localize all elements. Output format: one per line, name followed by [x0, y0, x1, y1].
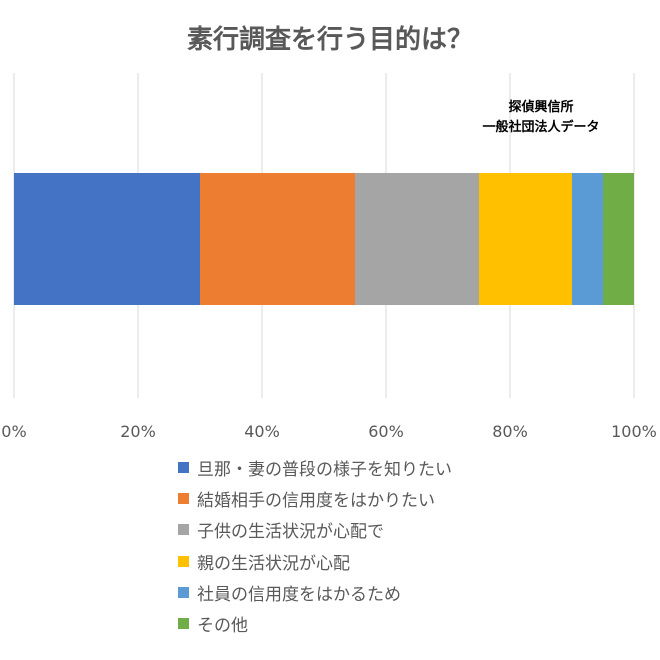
legend-swatch: [178, 586, 189, 598]
legend-item: 親の生活状況が心配: [178, 546, 452, 577]
x-axis-ticks: 0% 20% 40% 60% 80% 100%: [1, 422, 657, 441]
x-tick-label: 100%: [611, 422, 657, 441]
x-tick-label: 40%: [244, 422, 280, 441]
x-tick-label: 0%: [1, 422, 26, 441]
legend-label: 子供の生活状況が心配で: [197, 522, 384, 543]
legend-label: 旦那・妻の普段の様子を知りたい: [197, 460, 452, 481]
bar-segment: [479, 173, 572, 305]
bar-segment: [200, 173, 355, 305]
legend-label: 結婚相手の信用度をはかりたい: [197, 491, 435, 512]
legend-label: 社員の信用度をはかるため: [197, 584, 401, 605]
legend-label: その他: [197, 616, 248, 637]
legend-swatch: [178, 618, 189, 630]
legend-item: 社員の信用度をはかるため: [178, 577, 452, 608]
stacked-bar: [14, 173, 634, 305]
source-annotation-line-2: 一般社団法人データ: [482, 119, 599, 135]
bar-segment: [603, 173, 634, 305]
source-annotation-line-1: 探偵興信所: [508, 99, 573, 115]
bar-segment: [14, 173, 200, 305]
legend-swatch: [178, 462, 189, 474]
legend-label: 親の生活状況が心配: [197, 553, 350, 574]
x-tick-label: 60%: [368, 422, 404, 441]
legend-item: 結婚相手の信用度をはかりたい: [178, 483, 452, 514]
legend-swatch: [178, 524, 189, 536]
chart-title: 素行調査を行う目的は？: [187, 24, 473, 55]
legend-item: 旦那・妻の普段の様子を知りたい: [178, 452, 452, 483]
bar-segment: [355, 173, 479, 305]
legend-item: その他: [178, 608, 452, 639]
x-tick-label: 20%: [120, 422, 156, 441]
x-tick-label: 80%: [492, 422, 528, 441]
legend: 旦那・妻の普段の様子を知りたい 結婚相手の信用度をはかりたい 子供の生活状況が心配で…: [178, 452, 452, 639]
legend-item: 子供の生活状況が心配で: [178, 514, 452, 545]
legend-swatch: [178, 555, 189, 567]
legend-swatch: [178, 493, 189, 505]
bar-segment: [572, 173, 603, 305]
